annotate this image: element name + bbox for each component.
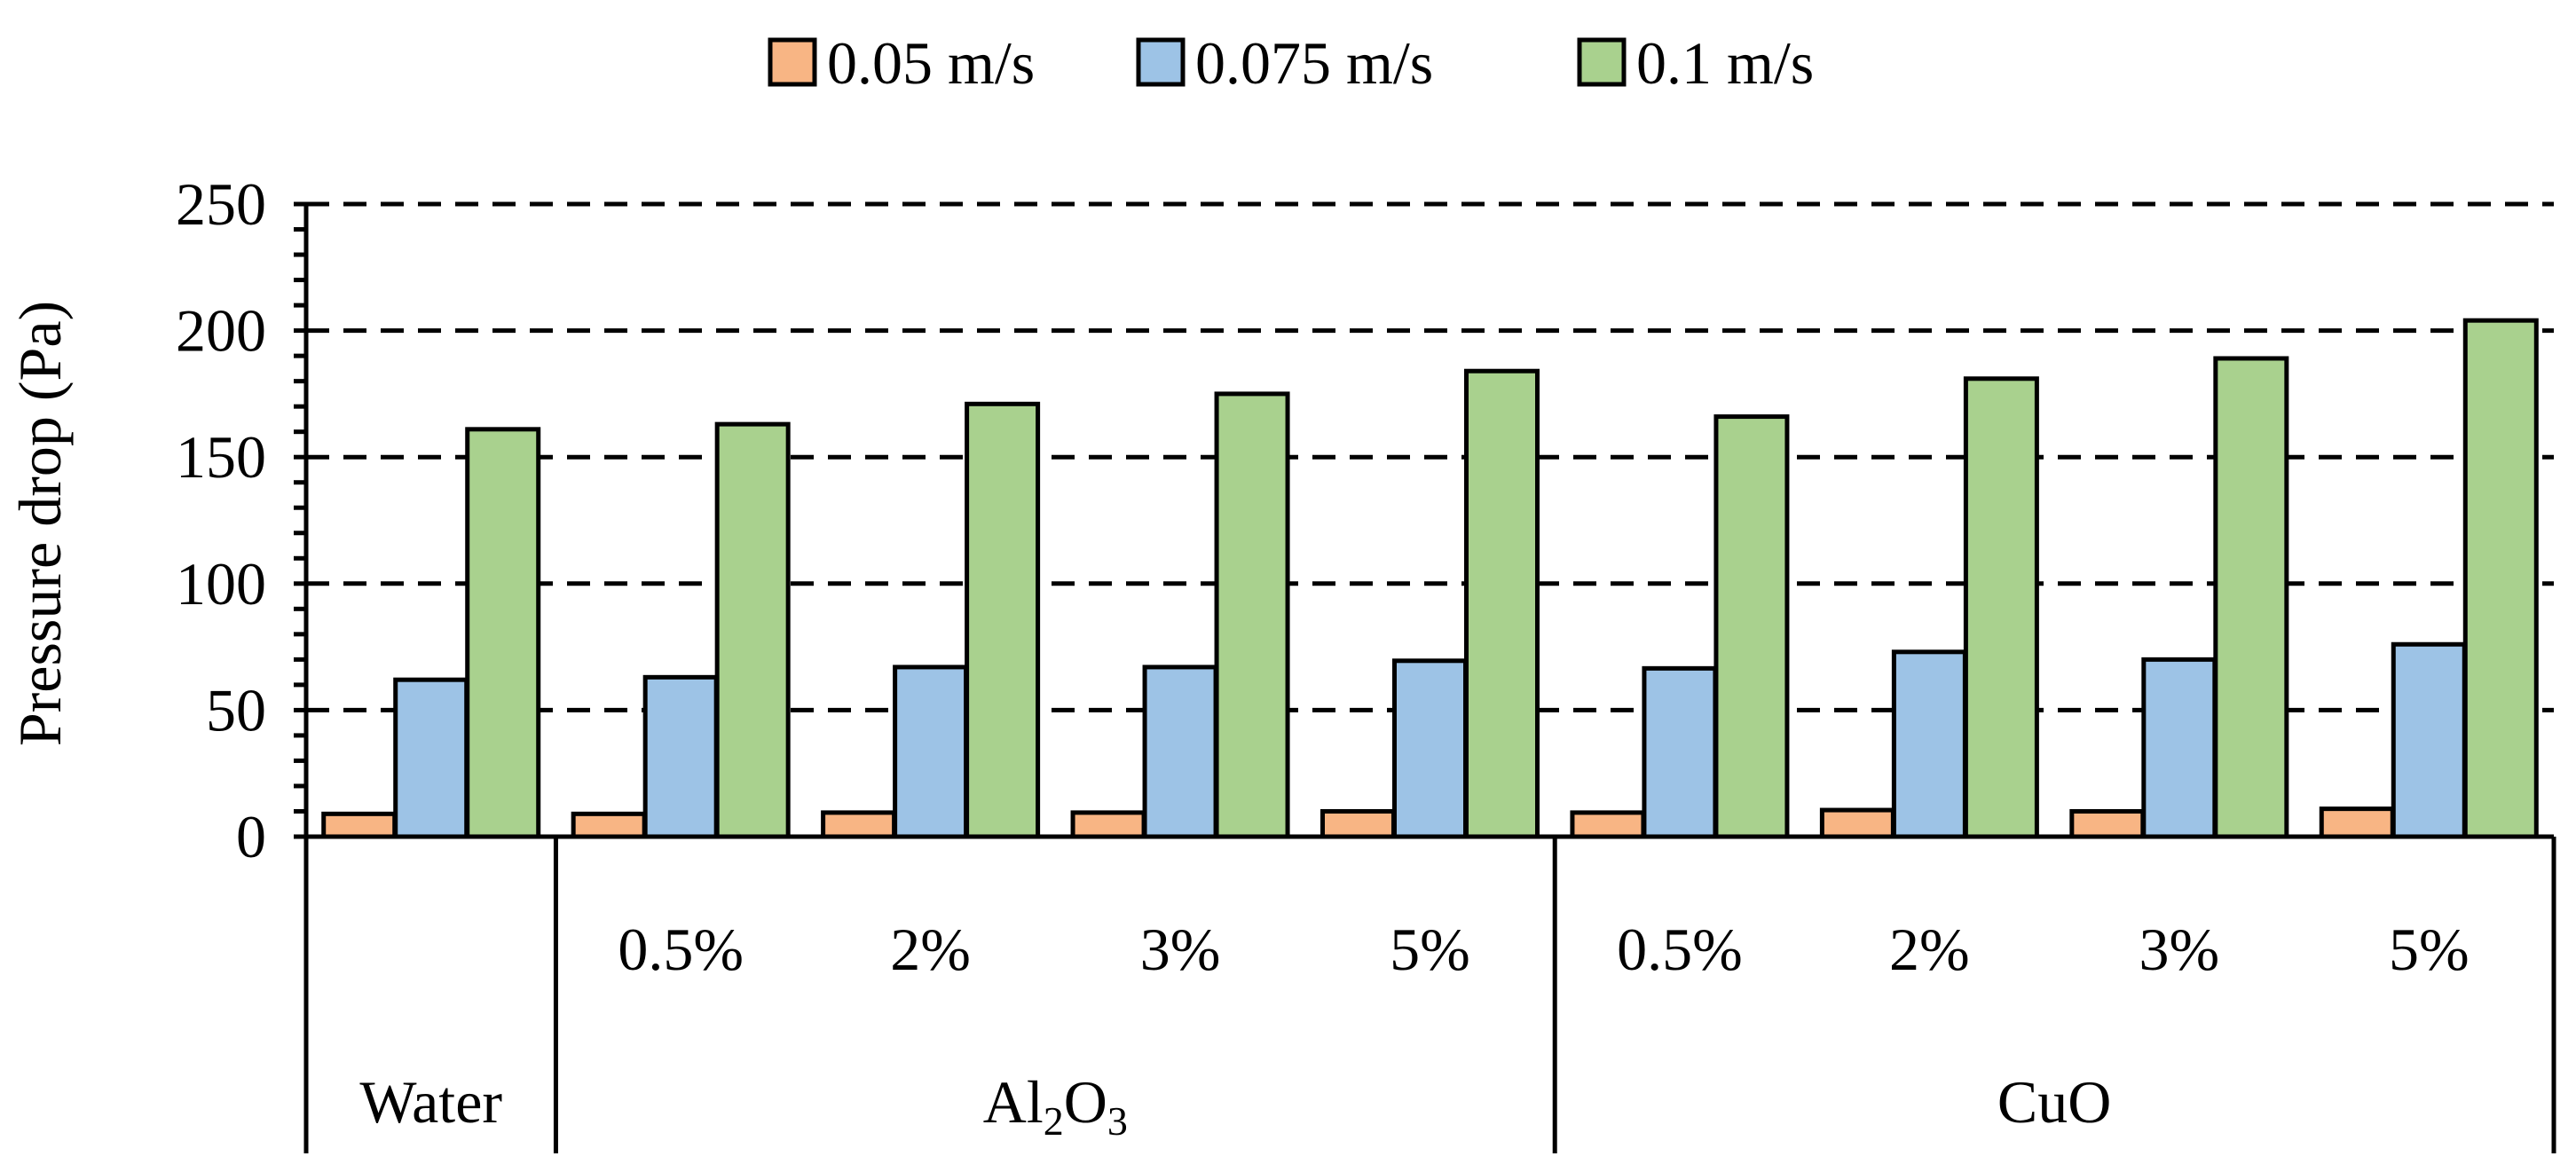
bars — [321, 318, 2539, 839]
bar-0-1-m-s-8 — [2462, 318, 2539, 839]
x-axis-groups: Water Al2O3 CuO — [359, 1068, 2111, 1144]
bar-0-05-m-s-5 — [1570, 810, 1646, 839]
bar-0-1-m-s-4 — [1464, 368, 1540, 839]
bar-0-05-m-s-2 — [821, 810, 897, 839]
bar-0-075-m-s-3 — [1142, 665, 1218, 839]
legend: 0.05 m/s 0.075 m/s 0.1 m/s — [768, 29, 1814, 97]
x-category-label: 0.5% — [618, 916, 744, 983]
x-category-label: 3% — [1140, 916, 1221, 983]
legend-swatch — [1577, 37, 1627, 87]
x-group-label: Al2O3 — [983, 1068, 1128, 1144]
bar-0-075-m-s-6 — [1891, 649, 1967, 839]
bar-0-05-m-s-0 — [321, 811, 398, 839]
bar-0-05-m-s-1 — [571, 811, 647, 839]
bar-0-1-m-s-1 — [714, 421, 791, 839]
x-category-label: 5% — [1390, 916, 1470, 983]
bar-0-075-m-s-2 — [893, 665, 969, 839]
x-group-label: Water — [359, 1068, 502, 1136]
y-tick-label: 200 — [176, 297, 266, 365]
legend-label: 0.05 m/s — [827, 29, 1035, 97]
x-category-label: 5% — [2389, 916, 2470, 983]
x-category-label: 2% — [890, 916, 971, 983]
bar-0-1-m-s-5 — [1713, 414, 1790, 839]
bar-0-05-m-s-7 — [2069, 808, 2146, 839]
x-axis-categories: 0.5% 2% 3% 5% 0.5% 2% 3% 5% — [618, 916, 2469, 983]
x-group-label: CuO — [1997, 1068, 2111, 1136]
legend-swatch — [1136, 37, 1186, 87]
y-tick-label: 250 — [176, 170, 266, 238]
bar-0-075-m-s-4 — [1392, 658, 1468, 839]
bar-0-05-m-s-6 — [1819, 807, 1895, 839]
bar-0-1-m-s-2 — [965, 401, 1041, 839]
bar-0-05-m-s-3 — [1070, 810, 1146, 839]
y-axis-ticks: 0 50 100 150 200 250 — [176, 170, 306, 870]
x-category-label: 2% — [1889, 916, 1970, 983]
bar-0-1-m-s-6 — [1963, 376, 2039, 839]
bar-0-05-m-s-4 — [1320, 808, 1396, 839]
bar-0-05-m-s-8 — [2319, 806, 2395, 839]
x-category-label: 0.5% — [1617, 916, 1743, 983]
y-tick-label: 100 — [176, 550, 266, 617]
bar-0-075-m-s-5 — [1642, 665, 1718, 839]
bar-0-1-m-s-0 — [465, 427, 541, 839]
legend-swatch — [768, 37, 817, 87]
y-tick-label: 0 — [236, 803, 266, 870]
x-category-label: 3% — [2139, 916, 2220, 983]
legend-label: 0.075 m/s — [1195, 29, 1433, 97]
bar-0-075-m-s-7 — [2141, 657, 2218, 839]
bar-0-1-m-s-3 — [1214, 391, 1290, 839]
y-axis-label: Pressure drop (Pa) — [6, 301, 74, 746]
bar-0-075-m-s-1 — [642, 674, 719, 839]
axes — [294, 202, 2556, 1153]
bar-0-075-m-s-8 — [2391, 641, 2467, 839]
y-tick-label: 50 — [206, 676, 266, 743]
y-tick-label: 150 — [176, 423, 266, 491]
legend-label: 0.1 m/s — [1636, 29, 1814, 97]
bar-0-1-m-s-7 — [2213, 356, 2289, 839]
bar-0-075-m-s-0 — [393, 677, 469, 839]
